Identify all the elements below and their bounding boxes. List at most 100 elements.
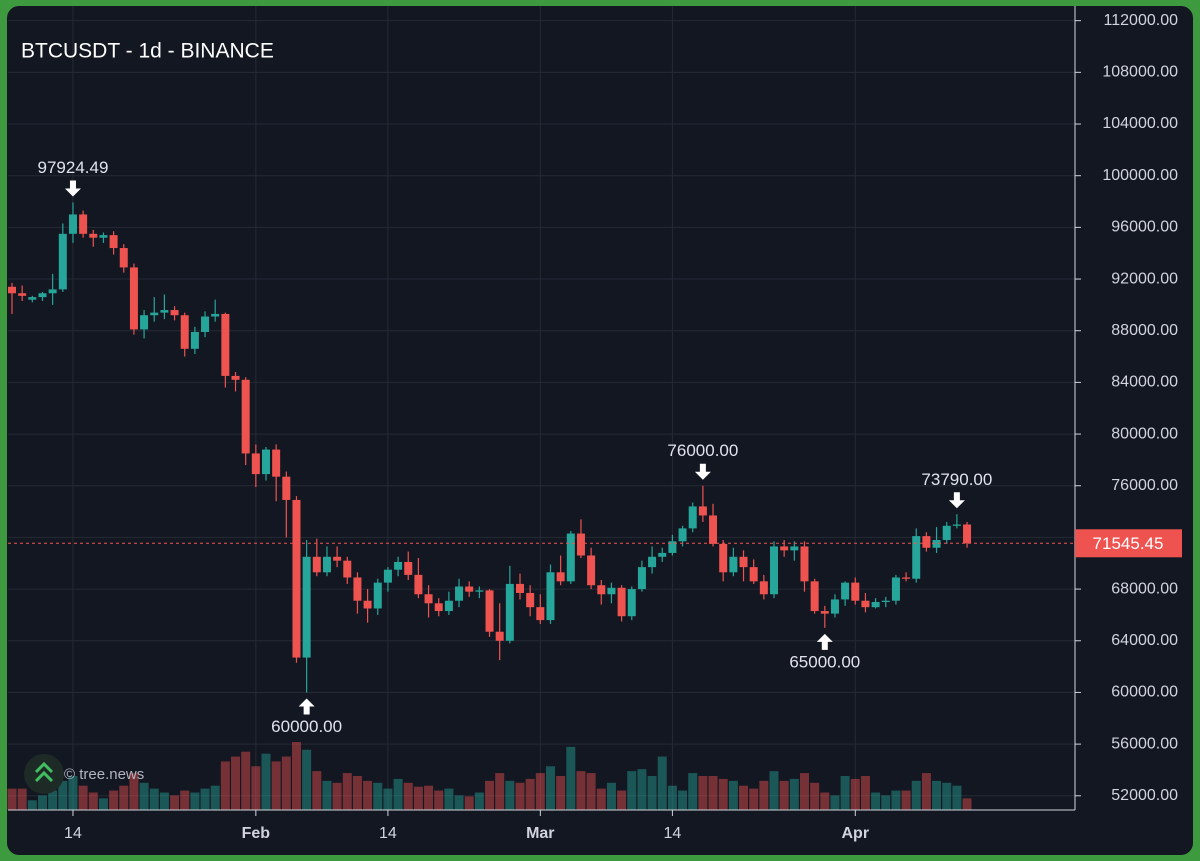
volume-bar	[525, 778, 535, 810]
volume-bar	[535, 773, 545, 810]
volume-bar	[566, 746, 576, 810]
volume-bar	[617, 790, 627, 810]
volume-bar	[596, 788, 606, 810]
annotation-label: 76000.00	[667, 441, 738, 460]
volume-bar	[312, 771, 322, 810]
candle-body	[485, 590, 494, 632]
volume-bar	[932, 780, 942, 810]
volume-bar	[48, 790, 58, 810]
volume-bar	[37, 795, 47, 810]
volume-bar	[251, 766, 261, 810]
candle-body	[150, 312, 159, 316]
candle-body	[719, 543, 728, 573]
y-tick-label: 52000.00	[1111, 787, 1178, 804]
y-tick-label: 108000.00	[1102, 64, 1178, 81]
volume-bar	[657, 756, 667, 810]
candle-body	[455, 586, 464, 601]
volume-bar	[210, 785, 220, 810]
x-tick-label: Apr	[841, 825, 869, 842]
candle-body	[780, 546, 789, 551]
candle-body	[129, 267, 138, 330]
candle-body	[363, 600, 372, 609]
volume-bar	[881, 795, 891, 810]
volume-bar	[698, 776, 708, 810]
candle-body	[963, 524, 972, 544]
candle-body	[292, 499, 301, 658]
candle-body	[861, 600, 870, 608]
volume-bar	[871, 792, 881, 810]
volume-bar	[403, 782, 413, 810]
volume-bar	[139, 782, 149, 810]
volume-bar	[891, 790, 901, 810]
candle-body	[201, 316, 210, 333]
volume-bar	[749, 788, 759, 810]
volume-bar	[58, 780, 68, 810]
volume-bar	[921, 773, 931, 810]
volume-bar	[231, 756, 241, 810]
candle-body	[871, 602, 880, 608]
volume-bar	[850, 778, 860, 810]
volume-bar	[779, 780, 789, 810]
volume-bar	[789, 778, 799, 810]
annotation-label: 97924.49	[38, 158, 109, 177]
annotation-label: 73790.00	[921, 470, 992, 489]
candle-body	[739, 556, 748, 568]
volume-bar	[78, 785, 88, 810]
volume-bar	[810, 782, 820, 810]
volume-bar	[942, 782, 952, 810]
volume-bar	[688, 773, 698, 810]
candle-body	[820, 611, 829, 614]
volume-bar	[413, 786, 423, 810]
candle-body	[770, 546, 778, 595]
y-tick-label: 60000.00	[1111, 684, 1178, 701]
candle-body	[709, 515, 718, 544]
candle-body	[343, 560, 352, 578]
volume-bar	[464, 796, 474, 810]
volume-bar	[98, 798, 108, 810]
volume-bar	[352, 776, 362, 810]
y-tick-label: 112000.00	[1104, 12, 1179, 29]
volume-bar	[241, 751, 251, 810]
x-tick-label: 14	[664, 825, 682, 842]
volume-bar	[454, 795, 464, 810]
annotation-arrow	[64, 180, 81, 197]
candle-body	[373, 582, 382, 609]
candle-body	[688, 506, 697, 529]
y-tick-label: 56000.00	[1111, 735, 1178, 752]
candle-body	[881, 600, 890, 603]
candle-body	[637, 567, 646, 590]
y-tick-label: 88000.00	[1111, 322, 1178, 339]
y-tick-label: 64000.00	[1111, 632, 1178, 649]
candle-body	[180, 315, 189, 349]
x-tick-label: 14	[379, 825, 397, 842]
volume-bar	[911, 780, 921, 810]
volume-bar	[149, 788, 159, 810]
candle-body	[505, 583, 514, 641]
volume-bar	[708, 776, 718, 810]
volume-bar	[17, 788, 27, 810]
last-price-label: 71545.45	[1093, 534, 1164, 553]
candle-body	[140, 315, 149, 330]
volume-bar	[647, 776, 657, 810]
volume-bar	[840, 776, 850, 810]
candle-body	[444, 600, 453, 612]
y-tick-label: 80000.00	[1111, 425, 1178, 442]
candle-body	[648, 556, 657, 568]
candle-body	[8, 286, 16, 294]
candle-body	[830, 599, 839, 614]
candle-body	[302, 556, 311, 658]
candle-body	[516, 583, 524, 593]
candle-body	[333, 556, 342, 561]
candle-body	[79, 214, 88, 234]
volume-bar	[200, 788, 210, 810]
volume-bar	[109, 790, 119, 810]
candle-body	[495, 631, 504, 641]
y-tick-label: 96000.00	[1111, 219, 1178, 236]
volume-bar	[576, 771, 586, 810]
candle-body	[282, 476, 291, 500]
volume-bar	[332, 782, 342, 810]
candle-body	[18, 293, 27, 296]
candle-body	[942, 525, 951, 540]
volume-bar	[180, 790, 190, 810]
